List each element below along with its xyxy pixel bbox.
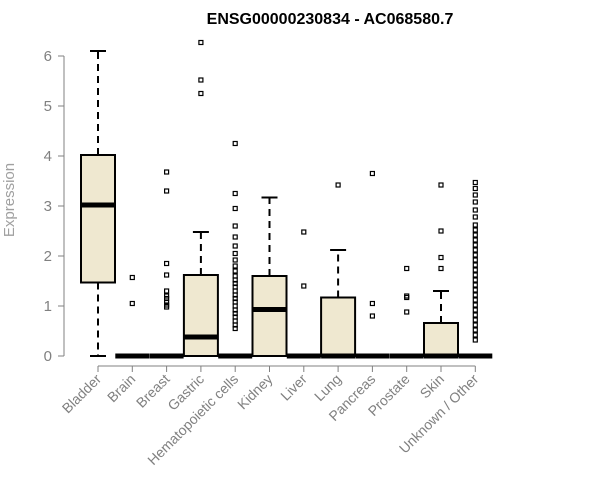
outlier-point	[301, 283, 307, 289]
outlier-point	[198, 90, 204, 97]
x-tick-label: Liver	[277, 371, 310, 404]
outlier-point	[472, 227, 478, 233]
outlier-point	[164, 272, 170, 278]
outlier-point	[472, 297, 478, 303]
box-bladder: Bladder	[59, 50, 116, 417]
outlier-point	[438, 228, 444, 234]
y-tick-label: 0	[44, 348, 52, 365]
chart-title: ENSG00000230834 - AC068580.7	[207, 11, 454, 28]
outlier-point	[369, 300, 375, 307]
outlier-point	[164, 169, 170, 175]
outlier-point	[472, 252, 478, 258]
outlier-point	[232, 243, 238, 249]
box-breast: Breast	[133, 169, 184, 411]
outlier-point	[472, 179, 478, 186]
iqr-box	[182, 274, 219, 357]
outlier-point	[232, 190, 238, 197]
box-gastric: Gastric	[164, 39, 219, 413]
box-skin: Skin	[417, 182, 459, 402]
iqr-box	[251, 275, 288, 357]
outlier-point	[129, 300, 135, 307]
outlier-point	[472, 292, 478, 298]
outlier-point	[472, 242, 478, 248]
y-tick-label: 4	[44, 148, 52, 165]
outlier-point	[369, 313, 375, 319]
outlier-point	[472, 262, 478, 268]
outlier-point	[232, 250, 238, 257]
x-tick-label: Bladder	[59, 371, 105, 417]
outlier-point	[232, 234, 238, 240]
outlier-point	[472, 312, 478, 318]
outlier-point	[472, 222, 478, 228]
outlier-point	[232, 288, 238, 294]
iqr-box	[423, 322, 459, 357]
y-tick-label: 6	[44, 48, 52, 65]
y-tick-label: 1	[44, 298, 52, 315]
outlier-point	[472, 307, 478, 313]
outlier-point	[472, 232, 478, 238]
outlier-point	[472, 207, 478, 213]
outlier-point	[129, 274, 135, 281]
box-lung: Lung	[311, 182, 357, 404]
outlier-point	[232, 303, 238, 309]
outlier-point	[472, 322, 478, 328]
outlier-point	[472, 214, 478, 220]
outlier-point	[438, 265, 444, 272]
outlier-point	[472, 192, 478, 198]
outlier-point	[164, 293, 170, 299]
outlier-point	[404, 265, 410, 272]
outlier-point	[164, 188, 170, 194]
outlier-point	[198, 77, 204, 83]
outlier-point	[198, 39, 204, 46]
outlier-point	[472, 302, 478, 308]
outlier-point	[232, 140, 238, 147]
outlier-point	[472, 267, 478, 273]
outlier-point	[369, 170, 375, 177]
outlier-point	[472, 247, 478, 253]
outlier-point	[232, 205, 238, 212]
outlier-point	[164, 260, 170, 267]
outlier-point	[472, 332, 478, 338]
outlier-point	[164, 302, 170, 308]
x-tick-label: Kidney	[234, 371, 276, 413]
outlier-point	[232, 273, 238, 279]
outlier-point	[438, 254, 444, 261]
outlier-point	[301, 229, 307, 235]
outlier-point	[472, 287, 478, 293]
outlier-point	[335, 182, 341, 188]
outlier-point	[472, 337, 478, 343]
outlier-point	[472, 282, 478, 288]
outlier-point	[472, 237, 478, 243]
box-brain: Brain	[104, 274, 150, 405]
outlier-point	[472, 277, 478, 283]
y-axis-label: Expression	[1, 163, 18, 237]
box-prostate: Prostate	[365, 265, 424, 419]
outlier-point	[472, 317, 478, 323]
outlier-point	[232, 263, 238, 269]
outlier-point	[472, 199, 478, 205]
outlier-point	[164, 288, 170, 294]
outlier-point	[232, 318, 238, 324]
y-tick-label: 3	[44, 198, 52, 215]
outlier-point	[472, 257, 478, 263]
outlier-point	[404, 293, 410, 299]
outlier-point	[232, 257, 238, 263]
outlier-point	[472, 185, 478, 192]
box-kidney: Kidney	[234, 196, 288, 413]
x-tick-label: Skin	[417, 371, 448, 402]
outlier-point	[438, 182, 444, 188]
outlier-point	[472, 272, 478, 278]
y-tick-label: 2	[44, 248, 52, 265]
box-unknown-other: Unknown / Other	[396, 179, 493, 456]
outlier-point	[232, 223, 238, 229]
iqr-box	[80, 154, 116, 284]
outlier-point	[472, 327, 478, 333]
outlier-point	[404, 309, 410, 315]
iqr-box	[320, 296, 357, 357]
outlier-point	[232, 268, 238, 274]
y-tick-label: 5	[44, 98, 52, 115]
